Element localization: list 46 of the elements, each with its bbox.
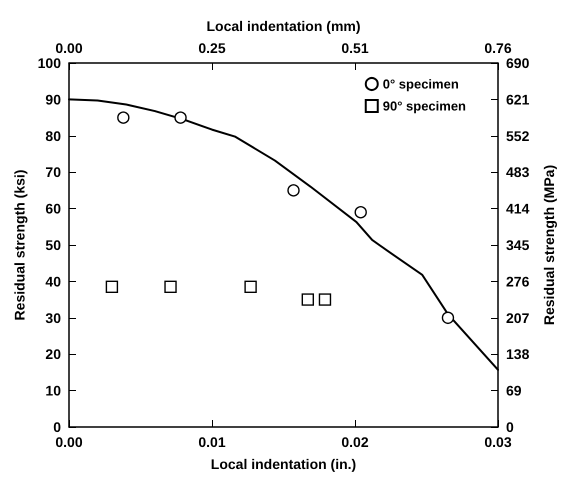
legend-label: 0° specimen (382, 76, 459, 92)
x2-tick-label: 0.51 (341, 40, 369, 56)
x-tick-label: 0.01 (198, 434, 226, 450)
point (287, 184, 300, 197)
point (117, 111, 130, 124)
y-tick-label: 60 (45, 200, 62, 217)
point (106, 280, 118, 294)
y-tick-label: 20 (45, 346, 62, 362)
y-tick-label: 30 (45, 310, 62, 326)
y2-axis-title: Residual strength (MPa) (541, 164, 557, 326)
point (354, 206, 367, 218)
y-tick-label: 40 (45, 273, 62, 290)
x2-tick-label: 0.25 (198, 40, 226, 56)
y-tick-label: 100 (38, 55, 62, 71)
y2-tick-label: 138 (506, 346, 530, 362)
y-tick-label: 0 (53, 419, 62, 435)
x2-tick-label: 0.00 (55, 40, 83, 56)
x2-tick-label: 0.76 (484, 40, 512, 56)
point (318, 293, 332, 306)
y2-tick-label: 0 (506, 419, 514, 435)
point (174, 111, 187, 124)
point (244, 280, 257, 294)
x-tick-label: 0.03 (484, 434, 512, 450)
y2-tick-label: 69 (506, 382, 522, 399)
y2-tick-label: 552 (506, 128, 530, 144)
point (302, 293, 314, 306)
y2-tick-label: 483 (506, 164, 530, 180)
x-tick-label: 0.02 (341, 434, 369, 450)
y2-tick-label: 621 (506, 91, 530, 108)
legend-label: 90° specimen (382, 98, 466, 114)
y-tick-label: 70 (45, 164, 62, 180)
y-tick-label: 90 (45, 91, 62, 108)
y-tick-label: 50 (45, 237, 62, 253)
y2-tick-label: 690 (506, 55, 530, 71)
y-tick-label: 80 (45, 128, 62, 144)
y-tick-label: 10 (45, 382, 62, 399)
y2-tick-label: 414 (506, 200, 530, 217)
x-tick-label: 0.00 (55, 434, 83, 450)
y2-tick-label: 207 (506, 310, 530, 326)
x-axis-title: Local indentation (in.) (210, 456, 356, 472)
y2-tick-label: 345 (506, 237, 530, 253)
x2-axis-title: Local indentation (mm) (206, 18, 360, 34)
y-axis-title: Residual strength (ksi) (12, 170, 28, 320)
point (164, 280, 177, 294)
point (442, 312, 454, 324)
y2-tick-label: 276 (506, 273, 530, 290)
